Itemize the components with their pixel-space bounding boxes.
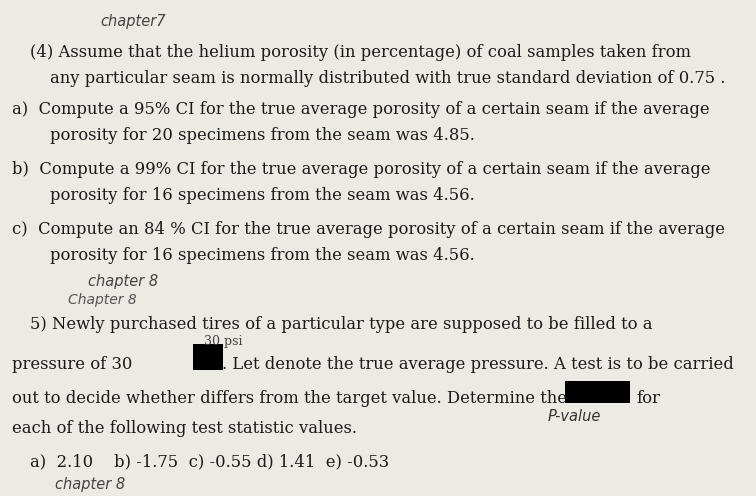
Text: P-value: P-value [548,409,601,424]
Text: chapter 8: chapter 8 [55,477,125,492]
Text: chapter7: chapter7 [100,14,166,29]
Text: b)  Compute a 99% CI for the true average porosity of a certain seam if the aver: b) Compute a 99% CI for the true average… [12,161,711,178]
Text: c)  Compute an 84 % CI for the true average porosity of a certain seam if the av: c) Compute an 84 % CI for the true avera… [12,221,725,238]
Text: pressure of 30: pressure of 30 [12,356,132,373]
Text: chapter 8: chapter 8 [88,274,158,289]
Text: any particular seam is normally distributed with true standard deviation of 0.75: any particular seam is normally distribu… [50,70,726,87]
Text: porosity for 16 specimens from the seam was 4.56.: porosity for 16 specimens from the seam … [50,247,475,264]
Text: a)  Compute a 95% CI for the true average porosity of a certain seam if the aver: a) Compute a 95% CI for the true average… [12,101,710,118]
Text: out to decide whether differs from the target value. Determine the: out to decide whether differs from the t… [12,390,567,407]
Text: Chapter 8: Chapter 8 [68,293,137,307]
Text: 30 psi: 30 psi [204,335,243,348]
Text: porosity for 16 specimens from the seam was 4.56.: porosity for 16 specimens from the seam … [50,187,475,204]
Text: each of the following test statistic values.: each of the following test statistic val… [12,420,357,437]
Text: a)  2.10    b) -1.75  c) -0.55 d) 1.41  e) -0.53: a) 2.10 b) -1.75 c) -0.55 d) 1.41 e) -0.… [30,453,389,470]
Bar [193,344,223,370]
Text: . Let denote the true average pressure. A test is to be carried: . Let denote the true average pressure. … [222,356,734,373]
Text: porosity for 20 specimens from the seam was 4.85.: porosity for 20 specimens from the seam … [50,127,475,144]
Text: 5) Newly purchased tires of a particular type are supposed to be filled to a: 5) Newly purchased tires of a particular… [30,316,652,333]
Bar [565,381,630,403]
Text: for: for [636,390,660,407]
Text: (4) Assume that the helium porosity (in percentage) of coal samples taken from: (4) Assume that the helium porosity (in … [30,44,691,61]
